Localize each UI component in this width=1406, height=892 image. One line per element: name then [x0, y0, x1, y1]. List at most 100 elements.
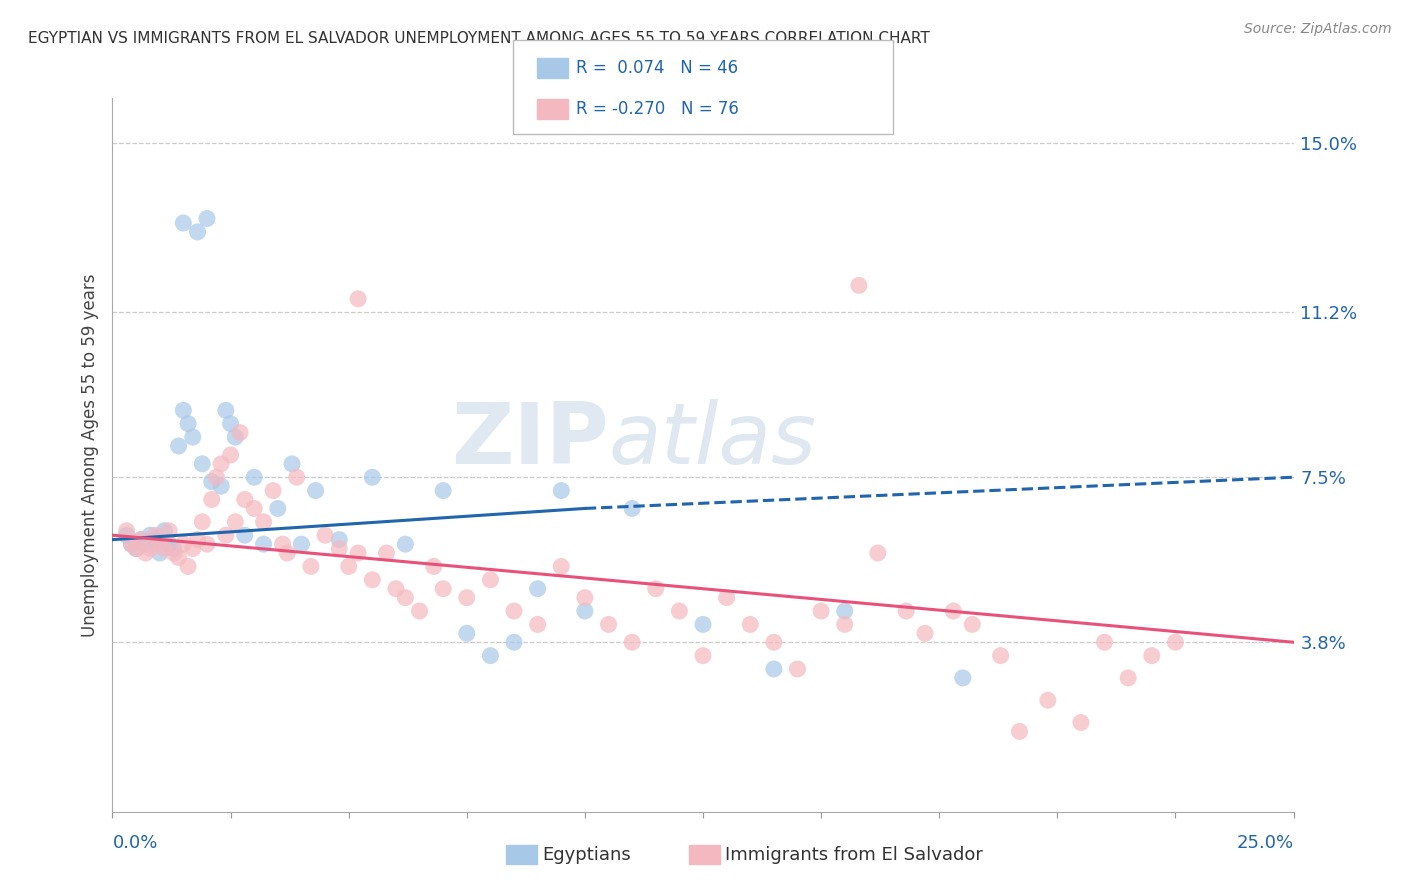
Text: Egyptians: Egyptians — [543, 846, 631, 863]
Text: Source: ZipAtlas.com: Source: ZipAtlas.com — [1244, 22, 1392, 37]
Point — [205, 470, 228, 484]
Text: Immigrants from El Salvador: Immigrants from El Salvador — [725, 846, 983, 863]
Point — [233, 528, 256, 542]
Text: atlas: atlas — [609, 399, 817, 483]
Text: 25.0%: 25.0% — [1236, 834, 1294, 852]
Point — [191, 457, 214, 471]
Point — [337, 559, 360, 574]
Point — [848, 278, 870, 293]
Point — [574, 604, 596, 618]
Text: R = -0.270   N = 76: R = -0.270 N = 76 — [576, 100, 740, 118]
Point — [191, 515, 214, 529]
Point — [810, 604, 832, 618]
Point — [186, 533, 208, 547]
Point — [1036, 693, 1059, 707]
Point — [153, 541, 176, 556]
Point — [1140, 648, 1163, 663]
Point — [139, 541, 162, 556]
Point — [394, 591, 416, 605]
Point — [1008, 724, 1031, 739]
Point — [526, 617, 548, 632]
Point — [201, 475, 224, 489]
Point — [276, 546, 298, 560]
Point — [229, 425, 252, 440]
Point — [177, 559, 200, 574]
Point — [186, 225, 208, 239]
Point — [526, 582, 548, 596]
Point — [621, 501, 644, 516]
Point — [328, 541, 350, 556]
Point — [385, 582, 408, 596]
Point — [456, 591, 478, 605]
Point — [209, 457, 232, 471]
Point — [740, 617, 762, 632]
Point — [172, 403, 194, 417]
Point — [942, 604, 965, 618]
Text: EGYPTIAN VS IMMIGRANTS FROM EL SALVADOR UNEMPLOYMENT AMONG AGES 55 TO 59 YEARS C: EGYPTIAN VS IMMIGRANTS FROM EL SALVADOR … — [28, 31, 929, 46]
Point — [299, 559, 322, 574]
Point — [962, 617, 984, 632]
Point — [716, 591, 738, 605]
Point — [135, 537, 157, 551]
Point — [172, 216, 194, 230]
Point — [149, 537, 172, 551]
Point — [215, 403, 238, 417]
Point — [432, 582, 454, 596]
Point — [157, 524, 180, 538]
Point — [243, 501, 266, 516]
Point — [167, 550, 190, 565]
Point — [281, 457, 304, 471]
Point — [834, 604, 856, 618]
Point — [422, 559, 444, 574]
Text: R =  0.074   N = 46: R = 0.074 N = 46 — [576, 59, 738, 77]
Point — [347, 546, 370, 560]
Point — [598, 617, 620, 632]
Point — [224, 430, 246, 444]
Point — [866, 546, 889, 560]
Point — [143, 533, 166, 547]
Text: ZIP: ZIP — [451, 399, 609, 483]
Point — [644, 582, 666, 596]
Point — [219, 417, 242, 431]
Point — [1070, 715, 1092, 730]
Point — [304, 483, 326, 498]
Point — [157, 537, 180, 551]
Point — [233, 492, 256, 507]
Point — [139, 528, 162, 542]
Point — [894, 604, 917, 618]
Y-axis label: Unemployment Among Ages 55 to 59 years: Unemployment Among Ages 55 to 59 years — [80, 273, 98, 637]
Point — [456, 626, 478, 640]
Point — [195, 537, 218, 551]
Point — [253, 537, 276, 551]
Text: 0.0%: 0.0% — [112, 834, 157, 852]
Point — [215, 528, 238, 542]
Point — [375, 546, 398, 560]
Point — [135, 546, 157, 560]
Point — [408, 604, 430, 618]
Point — [262, 483, 284, 498]
Point — [172, 537, 194, 551]
Point — [224, 515, 246, 529]
Point — [314, 528, 336, 542]
Point — [125, 541, 148, 556]
Point — [1094, 635, 1116, 649]
Point — [163, 541, 186, 556]
Point — [762, 662, 785, 676]
Point — [990, 648, 1012, 663]
Point — [550, 483, 572, 498]
Point — [347, 292, 370, 306]
Point — [914, 626, 936, 640]
Point — [328, 533, 350, 547]
Point — [834, 617, 856, 632]
Point — [503, 604, 526, 618]
Point — [120, 537, 142, 551]
Point — [479, 573, 502, 587]
Point — [692, 617, 714, 632]
Point — [181, 430, 204, 444]
Point — [115, 528, 138, 542]
Point — [394, 537, 416, 551]
Point — [361, 573, 384, 587]
Point — [574, 591, 596, 605]
Point — [550, 559, 572, 574]
Point — [153, 524, 176, 538]
